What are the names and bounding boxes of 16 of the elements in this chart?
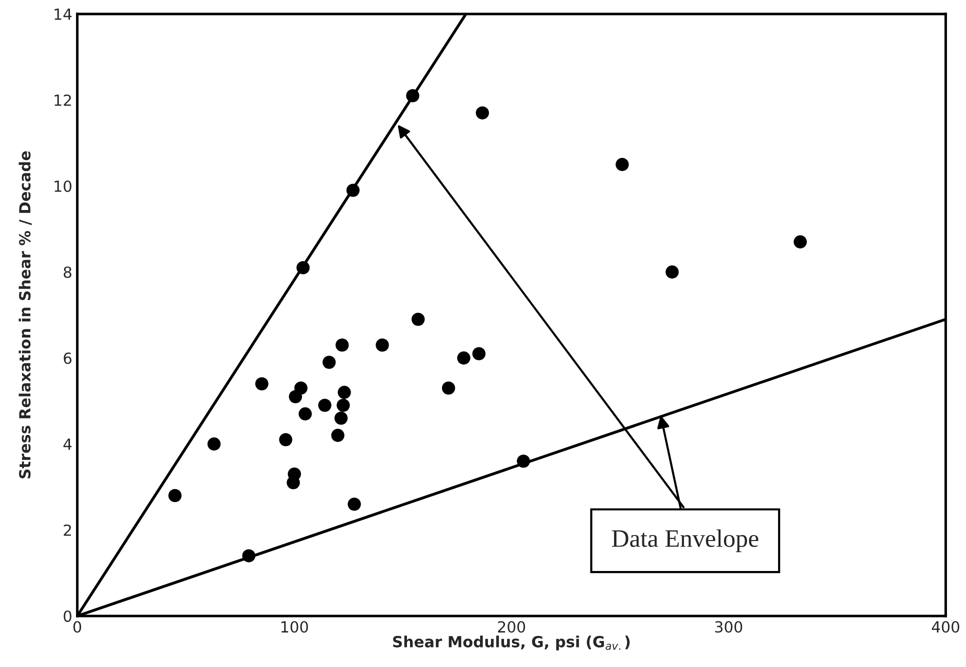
annotation: Data Envelope	[612, 529, 758, 552]
y-tick-label: 12	[54, 94, 71, 106]
y-axis-title: Stress Relaxation in Shear % / Decade	[18, 151, 32, 478]
y-tick-label: 0	[64, 610, 72, 622]
x-tick-label: 200	[498, 621, 526, 633]
y-tick-label: 4	[63, 438, 72, 450]
y-tick-label: 10	[54, 180, 72, 192]
y-tick-label: 14	[54, 8, 72, 20]
y-tick-label: 2	[64, 524, 71, 536]
y-tick-label: 8	[64, 266, 72, 278]
y-tick-label: 6	[64, 352, 72, 364]
x-tick-label: 100	[281, 621, 308, 633]
x-tick-label: 400	[932, 621, 960, 633]
x-tick-label: 0	[73, 621, 82, 633]
x-tick-label: 300	[715, 621, 742, 633]
x-axis-title: Shear Modulus, G, psi (G$_{av.}$)	[393, 636, 630, 650]
